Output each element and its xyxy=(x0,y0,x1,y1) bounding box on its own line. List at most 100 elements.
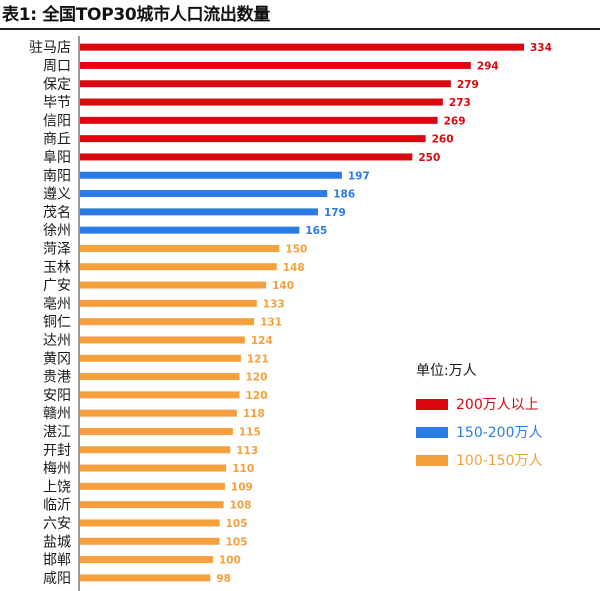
value-label: 150 xyxy=(285,243,307,255)
legend-swatch-low xyxy=(416,454,448,466)
bar xyxy=(80,427,233,435)
category-label: 玉林 xyxy=(43,260,71,276)
value-label: 279 xyxy=(457,79,479,91)
value-label: 110 xyxy=(232,463,254,475)
legend-label-high: 200万人以上 xyxy=(456,397,539,413)
category-label: 茂名 xyxy=(43,204,71,221)
bar xyxy=(80,354,241,362)
category-label: 周口 xyxy=(43,58,71,74)
category-label: 徐州 xyxy=(43,223,71,239)
value-label: 197 xyxy=(348,170,370,182)
bar xyxy=(80,263,277,271)
category-label: 开封 xyxy=(43,443,71,459)
category-label: 盐城 xyxy=(43,534,71,550)
bar xyxy=(80,153,413,161)
bar xyxy=(80,373,240,381)
legend-label-low: 100-150万人 xyxy=(456,453,543,469)
bar xyxy=(80,537,220,545)
category-label: 遵义 xyxy=(43,186,71,203)
category-label: 咸阳 xyxy=(43,571,71,587)
legend-swatch-high xyxy=(416,398,448,410)
value-label: 260 xyxy=(432,134,454,146)
value-label: 140 xyxy=(272,280,294,292)
value-label: 120 xyxy=(246,372,268,384)
value-label: 186 xyxy=(333,189,355,201)
category-label: 铜仁 xyxy=(43,315,71,331)
value-label: 105 xyxy=(226,536,248,548)
bar xyxy=(80,482,225,490)
bar xyxy=(80,98,443,106)
category-label: 安阳 xyxy=(43,388,71,404)
bar xyxy=(80,135,426,143)
value-label: 131 xyxy=(260,317,282,329)
value-label: 120 xyxy=(246,390,268,402)
value-label: 108 xyxy=(230,500,252,512)
value-label: 124 xyxy=(251,335,273,347)
value-label: 179 xyxy=(324,207,346,219)
value-label: 98 xyxy=(216,573,231,585)
legend-title: 单位:万人 xyxy=(416,363,477,379)
value-label: 109 xyxy=(231,481,253,493)
bar xyxy=(80,446,231,454)
category-label: 驻马店 xyxy=(29,40,71,56)
category-label: 阜阳 xyxy=(43,149,71,166)
category-label: 湛江 xyxy=(43,424,71,440)
category-label: 亳州 xyxy=(43,295,71,312)
value-label: 250 xyxy=(418,152,440,164)
legend-swatch-mid xyxy=(416,426,448,438)
category-label: 保定 xyxy=(43,77,71,93)
category-label: 商丘 xyxy=(43,132,71,148)
bar xyxy=(80,336,245,344)
legend: 单位:万人 200万人以上 150-200万人 100-150万人 xyxy=(416,360,543,474)
category-label: 六安 xyxy=(43,516,71,532)
legend-item-mid: 150-200万人 xyxy=(416,418,543,446)
category-label: 上饶 xyxy=(43,479,71,495)
bar xyxy=(80,299,257,307)
bar xyxy=(80,80,451,88)
value-label: 105 xyxy=(226,518,248,530)
bar xyxy=(80,281,267,289)
bar xyxy=(80,61,471,69)
value-label: 148 xyxy=(283,262,305,274)
bar xyxy=(80,43,524,51)
legend-label-mid: 150-200万人 xyxy=(456,425,543,441)
category-label: 毕节 xyxy=(43,95,71,111)
category-label: 广安 xyxy=(43,278,71,294)
bar xyxy=(80,574,211,582)
category-label: 贵港 xyxy=(43,370,71,386)
bar xyxy=(80,464,227,472)
value-label: 165 xyxy=(305,225,327,237)
category-label: 信阳 xyxy=(43,113,71,129)
bar xyxy=(80,519,220,527)
bar xyxy=(80,391,240,399)
bar xyxy=(80,116,438,124)
bar xyxy=(80,171,342,179)
value-label: 294 xyxy=(477,60,499,72)
value-label: 113 xyxy=(236,445,258,457)
legend-item-high: 200万人以上 xyxy=(416,390,543,418)
bar xyxy=(80,501,224,509)
bar xyxy=(80,226,300,234)
value-label: 100 xyxy=(219,555,241,567)
bar xyxy=(80,409,237,417)
value-label: 334 xyxy=(530,42,552,54)
category-label: 南阳 xyxy=(43,168,71,184)
category-label: 达州 xyxy=(43,333,71,349)
category-label: 梅州 xyxy=(43,461,71,477)
chart-title: 表1: 全国TOP30城市人口流出数量 xyxy=(2,5,271,25)
category-label: 菏泽 xyxy=(43,241,71,257)
legend-item-low: 100-150万人 xyxy=(416,446,543,474)
value-label: 269 xyxy=(444,115,466,127)
value-label: 118 xyxy=(243,408,265,420)
bar xyxy=(80,208,318,216)
value-label: 115 xyxy=(239,426,261,438)
category-label: 邯郸 xyxy=(43,553,71,569)
category-label: 赣州 xyxy=(43,406,71,422)
value-label: 121 xyxy=(247,353,269,365)
bar xyxy=(80,190,328,198)
category-label: 黄冈 xyxy=(43,350,71,367)
value-label: 133 xyxy=(263,298,285,310)
title-divider xyxy=(0,28,600,30)
bar xyxy=(80,556,213,564)
